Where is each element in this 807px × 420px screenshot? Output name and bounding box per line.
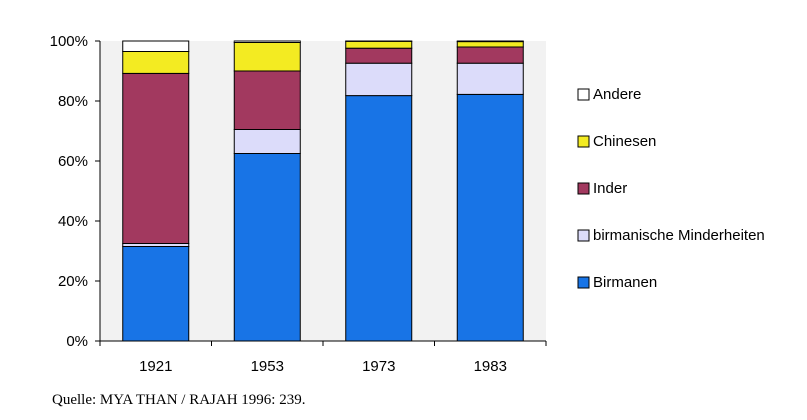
legend-swatch <box>577 276 590 289</box>
bar-segment-1953-4 <box>233 40 301 43</box>
y-tick-label: 0% <box>66 333 88 350</box>
bar-segment-1983-1 <box>456 62 524 95</box>
bar-segment-1983-2 <box>456 46 524 64</box>
bar-segment-1953-2 <box>233 70 301 130</box>
bar-segment-1983-0 <box>456 93 524 342</box>
bar-segment-1973-1 <box>345 62 413 97</box>
source-note: Quelle: MYA THAN / RAJAH 1996: 239. <box>52 392 306 408</box>
bar-segment-1953-3 <box>233 42 301 72</box>
bar-segment-1973-3 <box>345 40 413 49</box>
legend-label: Chinesen <box>593 133 656 150</box>
x-tick-label: 1983 <box>474 358 507 375</box>
bar-segment-1921-0 <box>122 246 190 342</box>
bar-segment-1983-3 <box>456 41 524 48</box>
bar-segment-1973-2 <box>345 47 413 64</box>
bar-segment-1973-0 <box>345 95 413 342</box>
legend-label: Birmanen <box>593 274 657 291</box>
legend-swatch <box>577 182 590 195</box>
bar-segment-1921-4 <box>122 40 190 52</box>
bar-segment-1953-1 <box>233 129 301 154</box>
legend-swatch <box>577 135 590 148</box>
x-tick-label: 1921 <box>139 358 172 375</box>
legend-label: birmanische Minderheiten <box>593 227 765 244</box>
legend-swatch <box>577 229 590 242</box>
x-tick-label: 1973 <box>362 358 395 375</box>
y-tick-label: 100% <box>50 33 88 50</box>
bar-segment-1953-0 <box>233 153 301 342</box>
y-tick-labels: 0% 20% 40% 60% 80% 100% <box>50 33 88 350</box>
bar-segment-1921-2 <box>122 72 190 245</box>
bars-group <box>122 40 524 342</box>
legend-swatch <box>577 88 590 101</box>
legend-label: Inder <box>593 180 627 197</box>
legend-label: Andere <box>593 86 641 103</box>
y-tick-label: 80% <box>58 93 88 110</box>
bar-segment-1921-3 <box>122 51 190 74</box>
axes-group <box>95 40 547 346</box>
x-tick-label: 1953 <box>251 358 284 375</box>
y-tick-label: 60% <box>58 153 88 170</box>
legend: Andere Chinesen Inder birmanische Minderhei… <box>577 86 765 291</box>
y-tick-label: 20% <box>58 273 88 290</box>
x-tick-labels: 1921 1953 1973 1983 <box>139 358 507 375</box>
bar-segment-1983-4 <box>456 40 524 43</box>
y-tick-label: 40% <box>58 213 88 230</box>
